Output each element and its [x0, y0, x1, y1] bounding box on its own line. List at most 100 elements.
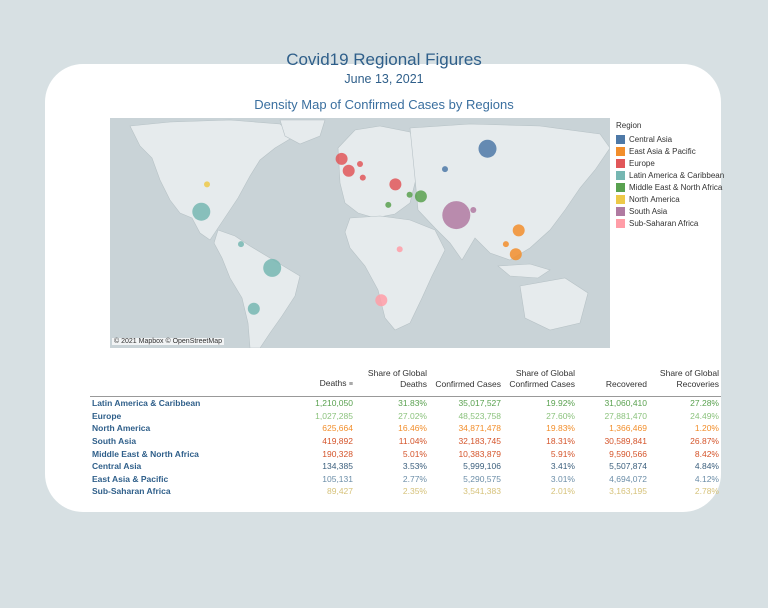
cell-deaths: 190,328: [322, 448, 353, 459]
cell-share-deaths: 5.01%: [402, 448, 427, 459]
cell-confirmed: 3,541,383: [463, 486, 501, 497]
cell-confirmed: 34,871,478: [458, 423, 501, 434]
map-bubble[interactable]: [406, 191, 413, 198]
legend-swatch: [616, 146, 625, 156]
cell-share-deaths: 2.35%: [402, 486, 427, 497]
legend-swatch: [616, 182, 625, 192]
land-north-america: [129, 119, 296, 241]
map-bubble[interactable]: [335, 152, 348, 165]
cell-deaths: 105,131: [322, 473, 353, 484]
land-masses: [129, 119, 610, 348]
table-header-row: Deaths ≡ Share of Global Deaths Confirmed…: [90, 368, 721, 397]
cell-deaths: 419,892: [322, 436, 353, 447]
header-share-recovered: Share of Global Recoveries: [649, 368, 721, 397]
map-bubble[interactable]: [389, 178, 402, 191]
table-row: Central Asia 134,385 3.53% 5,999,106 3.41% 5,…: [90, 460, 721, 473]
map-bubble[interactable]: [192, 202, 211, 221]
cell-confirmed: 5,999,106: [463, 461, 501, 472]
header-deaths[interactable]: Deaths ≡: [276, 368, 355, 397]
legend-item[interactable]: East Asia & Pacific: [616, 145, 724, 157]
cell-recovered: 27,881,470: [604, 410, 647, 421]
cell-share-confirmed: 27.60%: [546, 410, 575, 421]
legend-label: East Asia & Pacific: [629, 146, 696, 156]
header-region: [90, 368, 276, 397]
map-bubble[interactable]: [359, 174, 366, 181]
table-row: Sub-Saharan Africa 89,427 2.35% 3,541,383 2.…: [90, 485, 721, 498]
row-region: Sub-Saharan Africa: [92, 486, 171, 497]
cell-deaths: 89,427: [327, 486, 353, 497]
legend-swatch: [616, 158, 625, 168]
map-bubble[interactable]: [470, 207, 477, 213]
map-bubble[interactable]: [357, 161, 363, 167]
cell-share-recovered: 1.20%: [694, 423, 719, 434]
map-attribution: © 2021 Mapbox © OpenStreetMap: [112, 338, 224, 345]
map-bubble[interactable]: [442, 201, 471, 230]
regional-figures-table: Deaths ≡ Share of Global Deaths Confirmed…: [90, 368, 721, 498]
legend-item[interactable]: North America: [616, 193, 724, 205]
legend-item[interactable]: South Asia: [616, 205, 724, 217]
cell-confirmed: 48,523,758: [458, 410, 501, 421]
legend-item[interactable]: Sub-Saharan Africa: [616, 217, 724, 229]
cell-recovered: 9,590,566: [609, 448, 647, 459]
legend-title: Region: [616, 121, 642, 130]
cell-deaths: 134,385: [322, 461, 353, 472]
map-bubble[interactable]: [502, 241, 509, 248]
map-bubble[interactable]: [247, 302, 260, 315]
map-bubble[interactable]: [263, 258, 282, 277]
map-bubble[interactable]: [414, 190, 427, 203]
map-bubble[interactable]: [478, 139, 497, 158]
table-row: Europe 1,027,285 27.02% 48,523,758 27.60% 27,…: [90, 410, 721, 423]
legend-label: South Asia: [629, 206, 668, 216]
sort-icon[interactable]: ≡: [348, 381, 353, 388]
cell-share-recovered: 4.84%: [694, 461, 719, 472]
cell-confirmed: 35,017,527: [458, 398, 501, 409]
map-bubble[interactable]: [204, 181, 210, 188]
cell-recovered: 5,507,874: [609, 461, 647, 472]
map-svg: [129, 119, 610, 348]
map-bubble[interactable]: [238, 241, 244, 248]
map-bubble[interactable]: [385, 201, 392, 208]
map-bubble[interactable]: [442, 166, 448, 173]
header-recovered: Recovered: [577, 368, 649, 397]
map-bubble[interactable]: [396, 246, 403, 253]
cell-share-confirmed: 19.83%: [546, 423, 575, 434]
land-greenland: [279, 119, 326, 145]
legend-item[interactable]: Latin America & Caribbean: [616, 169, 724, 181]
legend-label: Latin America & Caribbean: [629, 170, 725, 180]
cell-deaths: 1,210,050: [315, 398, 353, 409]
header-confirmed: Confirmed Cases: [429, 368, 503, 397]
table-row: Latin America & Caribbean 1,210,050 31.83%…: [90, 397, 721, 410]
map-bubble[interactable]: [375, 294, 388, 307]
cell-recovered: 1,366,469: [609, 423, 647, 434]
cell-share-confirmed: 19.92%: [546, 398, 575, 409]
density-map[interactable]: [110, 118, 610, 348]
map-legend: Region Central Asia East Asia & Pacific Eu…: [616, 121, 724, 229]
row-region: Central Asia: [92, 461, 142, 472]
land-africa: [344, 215, 446, 331]
cell-share-confirmed: 3.01%: [550, 473, 575, 484]
table-row: North America 625,664 16.46% 34,871,478 19.8…: [90, 422, 721, 435]
cell-recovered: 30,589,841: [604, 436, 647, 447]
row-region: Europe: [92, 410, 122, 421]
row-region: Latin America & Caribbean: [92, 398, 201, 409]
cell-confirmed: 5,290,575: [463, 473, 501, 484]
legend-item[interactable]: Europe: [616, 157, 724, 169]
cell-confirmed: 10,383,879: [458, 448, 501, 459]
cell-share-recovered: 4.12%: [694, 473, 719, 484]
cell-confirmed: 32,183,745: [458, 436, 501, 447]
map-bubble[interactable]: [509, 248, 522, 261]
legend-swatch: [616, 134, 625, 144]
map-bubble[interactable]: [512, 224, 525, 237]
cell-share-recovered: 24.49%: [690, 410, 719, 421]
map-title: Density Map of Confirmed Cases by Region…: [254, 97, 514, 112]
map-bubble[interactable]: [342, 164, 355, 177]
land-australia: [519, 277, 589, 331]
cell-deaths: 625,664: [322, 423, 353, 434]
cell-share-recovered: 27.28%: [690, 398, 719, 409]
cell-recovered: 4,694,072: [609, 473, 647, 484]
cell-share-recovered: 26.87%: [690, 436, 719, 447]
header-share-confirmed: Share of Global Confirmed Cases: [503, 368, 577, 397]
legend-item[interactable]: Middle East & North Africa: [616, 181, 724, 193]
legend-item[interactable]: Central Asia: [616, 133, 724, 145]
legend-swatch: [616, 206, 625, 216]
